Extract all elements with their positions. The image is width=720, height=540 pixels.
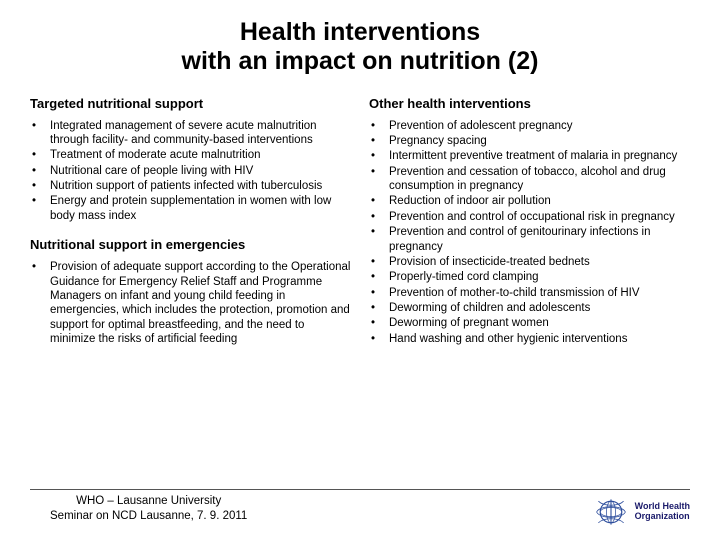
- list-item: •Deworming of pregnant women: [369, 316, 690, 330]
- list-item: •Prevention and control of genitourinary…: [369, 225, 690, 254]
- bullet-icon: •: [30, 148, 50, 162]
- list-item-text: Prevention of mother-to-child transmissi…: [389, 286, 690, 300]
- left-list-1: •Integrated management of severe acute m…: [30, 119, 351, 224]
- footer-line-2: Seminar on NCD Lausanne, 7. 9. 2011: [50, 510, 247, 522]
- list-item-text: Properly-timed cord clamping: [389, 270, 690, 284]
- bullet-icon: •: [369, 316, 389, 330]
- who-logo-icon: [593, 494, 629, 530]
- list-item: •Provision of insecticide-treated bednet…: [369, 255, 690, 269]
- right-list-1: •Prevention of adolescent pregnancy•Preg…: [369, 119, 690, 347]
- bullet-icon: •: [369, 194, 389, 208]
- bullet-icon: •: [369, 119, 389, 133]
- list-item-text: Prevention and control of genitourinary …: [389, 225, 690, 254]
- list-item: •Hand washing and other hygienic interve…: [369, 332, 690, 346]
- title-line-2: with an impact on nutrition (2): [182, 47, 539, 75]
- list-item-text: Intermittent preventive treatment of mal…: [389, 149, 690, 163]
- list-item-text: Energy and protein supplementation in wo…: [50, 194, 351, 223]
- list-item-text: Integrated management of severe acute ma…: [50, 119, 351, 148]
- list-item: •Reduction of indoor air pollution: [369, 194, 690, 208]
- list-item: •Treatment of moderate acute malnutritio…: [30, 148, 351, 162]
- bullet-icon: •: [369, 134, 389, 148]
- list-item: •Deworming of children and adolescents: [369, 301, 690, 315]
- bullet-icon: •: [369, 165, 389, 194]
- bullet-icon: •: [30, 119, 50, 148]
- bullet-icon: •: [30, 164, 50, 178]
- who-logo: World Health Organization: [580, 494, 690, 530]
- bullet-icon: •: [369, 286, 389, 300]
- list-item-text: Prevention and cessation of tobacco, alc…: [389, 165, 690, 194]
- list-item-text: Prevention and control of occupational r…: [389, 210, 690, 224]
- list-item-text: Reduction of indoor air pollution: [389, 194, 690, 208]
- list-item-text: Treatment of moderate acute malnutrition: [50, 148, 351, 162]
- footer-line-1: WHO – Lausanne University: [76, 495, 221, 507]
- list-item-text: Prevention of adolescent pregnancy: [389, 119, 690, 133]
- logo-line-2: Organization: [635, 511, 690, 521]
- logo-line-1: World Health: [635, 501, 690, 511]
- list-item-text: Provision of adequate support according …: [50, 260, 351, 346]
- bullet-icon: •: [369, 149, 389, 163]
- content-columns: Targeted nutritional support •Integrated…: [30, 92, 690, 348]
- list-item: •Prevention of adolescent pregnancy: [369, 119, 690, 133]
- list-item-text: Hand washing and other hygienic interven…: [389, 332, 690, 346]
- bullet-icon: •: [30, 194, 50, 223]
- bullet-icon: •: [369, 255, 389, 269]
- bullet-icon: •: [369, 210, 389, 224]
- list-item: •Nutritional care of people living with …: [30, 164, 351, 178]
- list-item: •Nutrition support of patients infected …: [30, 179, 351, 193]
- right-column: Other health interventions •Prevention o…: [369, 92, 690, 348]
- list-item-text: Deworming of pregnant women: [389, 316, 690, 330]
- bullet-icon: •: [30, 260, 50, 346]
- list-item: •Energy and protein supplementation in w…: [30, 194, 351, 223]
- who-logo-text: World Health Organization: [635, 502, 690, 522]
- left-column: Targeted nutritional support •Integrated…: [30, 92, 351, 348]
- left-heading-2: Nutritional support in emergencies: [30, 237, 351, 252]
- list-item: •Prevention and cessation of tobacco, al…: [369, 165, 690, 194]
- list-item-text: Nutritional care of people living with H…: [50, 164, 351, 178]
- bullet-icon: •: [369, 225, 389, 254]
- list-item: •Pregnancy spacing: [369, 134, 690, 148]
- bullet-icon: •: [369, 270, 389, 284]
- list-item: •Provision of adequate support according…: [30, 260, 351, 346]
- bullet-icon: •: [369, 301, 389, 315]
- bullet-icon: •: [30, 179, 50, 193]
- list-item: •Prevention of mother-to-child transmiss…: [369, 286, 690, 300]
- list-item-text: Pregnancy spacing: [389, 134, 690, 148]
- left-heading-1: Targeted nutritional support: [30, 96, 351, 111]
- left-list-2: •Provision of adequate support according…: [30, 260, 351, 346]
- slide: Health interventions with an impact on n…: [0, 0, 720, 540]
- footer: WHO – Lausanne University Seminar on NCD…: [30, 489, 690, 530]
- list-item-text: Deworming of children and adolescents: [389, 301, 690, 315]
- footer-divider: [30, 489, 690, 490]
- list-item: •Properly-timed cord clamping: [369, 270, 690, 284]
- slide-title: Health interventions with an impact on n…: [30, 18, 690, 76]
- footer-text: WHO – Lausanne University Seminar on NCD…: [50, 494, 247, 524]
- list-item: •Prevention and control of occupational …: [369, 210, 690, 224]
- list-item: •Integrated management of severe acute m…: [30, 119, 351, 148]
- title-line-1: Health interventions: [240, 18, 480, 46]
- right-heading-1: Other health interventions: [369, 96, 690, 111]
- list-item: •Intermittent preventive treatment of ma…: [369, 149, 690, 163]
- bullet-icon: •: [369, 332, 389, 346]
- list-item-text: Provision of insecticide-treated bednets: [389, 255, 690, 269]
- list-item-text: Nutrition support of patients infected w…: [50, 179, 351, 193]
